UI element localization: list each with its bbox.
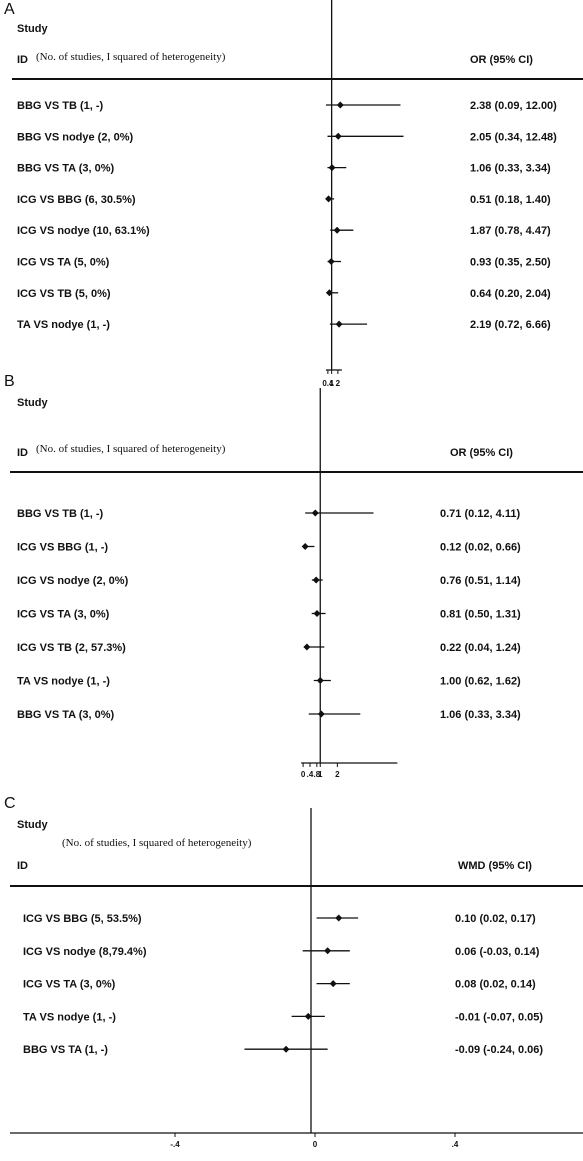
panel-c-subheader: (No. of studies, I squared of heterogene… <box>62 837 252 849</box>
panel-b-point-estimate <box>316 677 324 684</box>
panel-c-tick-label: 0 <box>313 1140 318 1149</box>
panel-a-row-label: ICG VS BBG (6, 30.5%) <box>17 194 136 206</box>
panel-a-point-estimate <box>333 226 341 234</box>
panel-b-point-estimate <box>317 710 325 718</box>
panel-a-row-label: ICG VS nodye (10, 63.1%) <box>17 225 150 237</box>
panel-b-row-label: TA VS nodye (1, -) <box>17 676 110 688</box>
panel-c-point-estimate <box>324 947 332 955</box>
panel-a-id-label: ID <box>17 54 28 66</box>
panel-b-point-estimate <box>313 610 321 617</box>
panel-b-row-estimate-text: 1.06 (0.33, 3.34) <box>440 709 521 721</box>
panel-b-tick-label: .8 <box>313 770 320 779</box>
panel-b-study-label: Study <box>17 397 48 409</box>
panel-c-point-estimate <box>335 914 343 922</box>
panel-b-subheader: (No. of studies, I squared of heterogene… <box>36 443 226 455</box>
panel-a-row-estimate-text: 1.87 (0.78, 4.47) <box>470 225 551 237</box>
panel-a-tick-label: 0.4 <box>322 379 334 388</box>
panel-a-point-estimate <box>327 258 335 265</box>
panel-a-row-label: BBG VS nodye (2, 0%) <box>17 131 133 143</box>
panel-a-point-estimate <box>334 132 342 140</box>
panel-a-row-label: ICG VS TB (5, 0%) <box>17 288 111 300</box>
panel-c-tick-label: -.4 <box>170 1140 180 1149</box>
panel-b-point-estimate <box>303 643 311 651</box>
panel-c-row-estimate-text: 0.08 (0.02, 0.14) <box>455 979 536 991</box>
panel-a-tick-label: 2 <box>336 379 341 388</box>
panel-a-row-estimate-text: 2.19 (0.72, 6.66) <box>470 319 551 331</box>
panel-b-tick-label: 2 <box>335 770 340 779</box>
panel-a-row-estimate-text: 2.38 (0.09, 12.00) <box>470 100 557 112</box>
panel-a-point-estimate <box>325 195 333 203</box>
panel-a-tick-label: 1 <box>329 379 334 388</box>
panel-b-row-label: ICG VS TB (2, 57.3%) <box>17 642 126 654</box>
panel-c-point-estimate <box>304 1012 312 1020</box>
panel-c-row-estimate-text: -0.01 (-0.07, 0.05) <box>455 1011 543 1023</box>
panel-a-row-label: BBG VS TB (1, -) <box>17 100 104 112</box>
panel-c-row-estimate-text: 0.10 (0.02, 0.17) <box>455 913 536 925</box>
panel-b-tick-label: .4 <box>307 770 314 779</box>
panel-c-row-label: BBG VS TA (1, -) <box>23 1044 108 1056</box>
panel-b-row-estimate-text: 0.22 (0.04, 1.24) <box>440 642 521 654</box>
panel-b-id-label: ID <box>17 447 28 459</box>
panel-a-subheader: (No. of studies, I squared of heterogene… <box>36 51 226 63</box>
panel-a-letter: A <box>4 1 15 18</box>
panel-c-point-estimate <box>282 1045 290 1053</box>
panel-c-row-estimate-text: 0.06 (-0.03, 0.14) <box>455 946 540 958</box>
panel-b-row-label: ICG VS BBG (1, -) <box>17 542 108 554</box>
panel-b-tick-label: 0 <box>301 770 306 779</box>
panel-b-row-estimate-text: 0.81 (0.50, 1.31) <box>440 609 521 621</box>
panel-a-row-estimate-text: 0.51 (0.18, 1.40) <box>470 194 551 206</box>
panel-a-row-estimate-text: 2.05 (0.34, 12.48) <box>470 131 557 143</box>
panel-c-tick-label: .4 <box>452 1140 459 1149</box>
panel-c-point-estimate <box>329 980 337 988</box>
panel-b-point-estimate <box>301 543 309 550</box>
panel-c-row-estimate-text: -0.09 (-0.24, 0.06) <box>455 1044 543 1056</box>
panel-b-row-label: ICG VS nodye (2, 0%) <box>17 575 129 587</box>
panel-a-row-estimate-text: 0.93 (0.35, 2.50) <box>470 257 551 269</box>
panel-a-row-label: BBG VS TA (3, 0%) <box>17 163 115 175</box>
panel-b-row-estimate-text: 0.12 (0.02, 0.66) <box>440 542 521 554</box>
panel-b-row-label: ICG VS TA (3, 0%) <box>17 609 110 621</box>
panel-c-letter: C <box>4 795 16 812</box>
panel-c-row-label: ICG VS BBG (5, 53.5%) <box>23 913 142 925</box>
panel-a-row-estimate-text: 0.64 (0.20, 2.04) <box>470 288 551 300</box>
panel-b-point-estimate <box>312 576 320 584</box>
panel-a-point-estimate <box>328 164 336 172</box>
panel-c-id-label: ID <box>17 860 28 872</box>
panel-a-point-estimate <box>336 101 344 109</box>
panel-c-row-label: ICG VS nodye (8,79.4%) <box>23 946 147 958</box>
panel-b-letter: B <box>4 373 15 390</box>
panel-c-effect-label: WMD (95% CI) <box>458 860 532 872</box>
panel-c-row-label: TA VS nodye (1, -) <box>23 1011 116 1023</box>
panel-b-row-label: BBG VS TA (3, 0%) <box>17 709 115 721</box>
panel-a-study-label: Study <box>17 23 48 35</box>
panel-a-effect-label: OR (95% CI) <box>470 54 533 66</box>
panel-b-row-estimate-text: 0.76 (0.51, 1.14) <box>440 575 521 587</box>
panel-c-study-label: Study <box>17 819 48 831</box>
panel-a-point-estimate <box>325 289 333 297</box>
panel-b-row-estimate-text: 1.00 (0.62, 1.62) <box>440 676 521 688</box>
panel-a-row-estimate-text: 1.06 (0.33, 3.34) <box>470 163 551 175</box>
panel-a-point-estimate <box>335 320 343 328</box>
panel-c-row-label: ICG VS TA (3, 0%) <box>23 979 116 991</box>
panel-b-effect-label: OR (95% CI) <box>450 447 513 459</box>
panel-a-row-label: ICG VS TA (5, 0%) <box>17 257 110 269</box>
panel-b-row-estimate-text: 0.71 (0.12, 4.11) <box>440 508 520 520</box>
panel-b-point-estimate <box>311 509 319 517</box>
panel-b-tick-label: 1 <box>318 770 323 779</box>
panel-a-row-label: TA VS nodye (1, -) <box>17 319 110 331</box>
panel-b-row-label: BBG VS TB (1, -) <box>17 508 104 520</box>
